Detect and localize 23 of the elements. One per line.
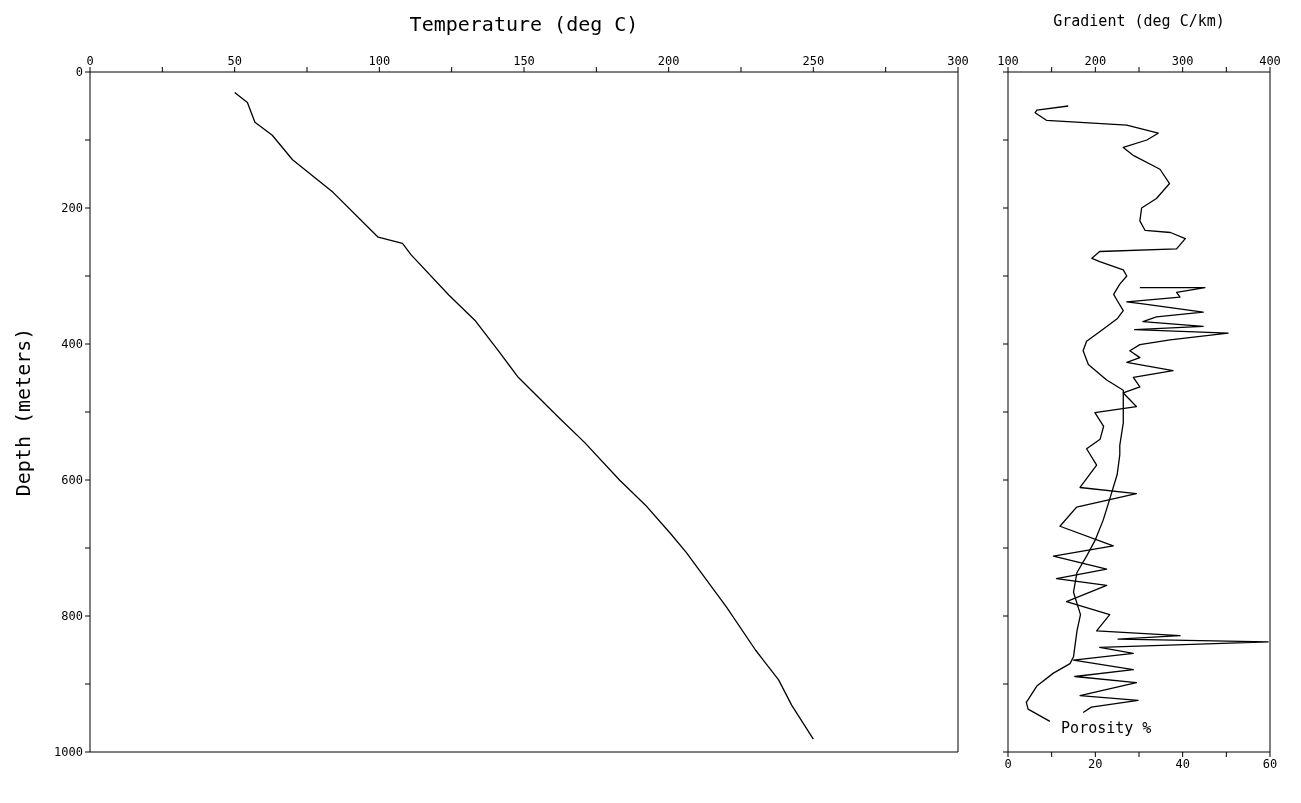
- x-tick-label: 0: [1004, 756, 1012, 771]
- y-tick-label: 400: [61, 337, 83, 352]
- x-tick-label: 250: [802, 54, 825, 68]
- x-tick-label: 40: [1175, 756, 1190, 771]
- x-tick-label: 20: [1088, 756, 1103, 771]
- y-tick-label: 1000: [54, 745, 83, 760]
- y-tick-label: 0: [75, 65, 83, 80]
- x-tick-label: 50: [227, 54, 242, 68]
- y-tick-label: 200: [61, 201, 83, 216]
- y-tick-label: 600: [61, 473, 83, 488]
- x-tick-label: 150: [513, 54, 535, 68]
- x-tick-label: 0: [86, 54, 94, 68]
- series-label: Porosity %: [1061, 718, 1152, 737]
- x-tick-label: 100: [368, 54, 391, 68]
- x-tick-label: 300: [947, 54, 969, 68]
- x2-tick-label: 400: [1259, 54, 1281, 68]
- x2-axis-title: Gradient (deg C/km): [1053, 11, 1225, 30]
- y-tick-label: 800: [61, 609, 83, 624]
- x-tick-label: 60: [1262, 756, 1278, 771]
- x-axis-title: Temperature (deg C): [409, 12, 639, 37]
- x-tick-label: 200: [657, 54, 680, 68]
- line-series: [234, 91, 814, 740]
- y-axis-title: Depth (meters): [11, 327, 36, 497]
